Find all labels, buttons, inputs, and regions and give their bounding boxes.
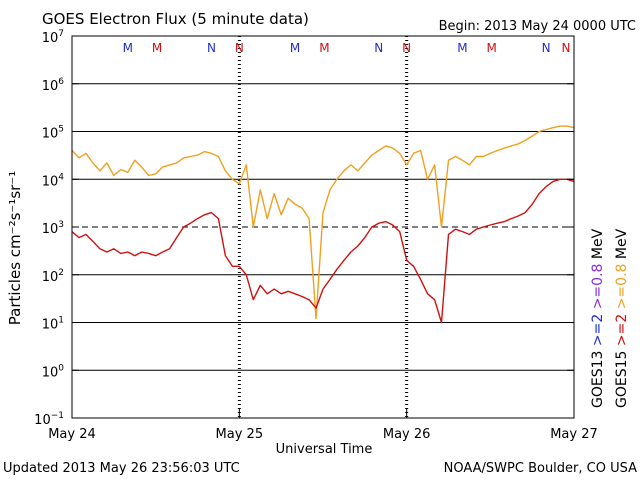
y-tick-label: 100 bbox=[42, 363, 65, 380]
credit-label: NOAA/SWPC Boulder, CO USA bbox=[444, 461, 637, 476]
y-tick-label: 103 bbox=[42, 220, 64, 237]
marker-n: N bbox=[562, 41, 571, 55]
y-tick-label: 104 bbox=[42, 172, 65, 189]
chart-title: GOES Electron Flux (5 minute data) bbox=[42, 10, 309, 28]
marker-m: M bbox=[457, 41, 467, 55]
grid bbox=[72, 83, 574, 371]
series-layer bbox=[71, 125, 575, 324]
legend: GOES13 >=2 >=0.8 MeV GOES15 >=2 >=0.8 MeV bbox=[590, 228, 630, 408]
x-tick-label: May 24 bbox=[48, 427, 96, 442]
y-tick-label: 107 bbox=[42, 29, 64, 46]
marker-m: M bbox=[487, 41, 497, 55]
marker-m: M bbox=[290, 41, 300, 55]
series-line-ge2mev bbox=[71, 178, 575, 324]
updated-timestamp: Updated 2013 May 26 23:56:03 UTC bbox=[3, 461, 240, 476]
series-line-ge08mev bbox=[71, 125, 575, 320]
legend-goes13: GOES13 >=2 >=0.8 MeV bbox=[590, 228, 606, 408]
x-tick-label: May 26 bbox=[383, 427, 431, 442]
y-tick-label: 106 bbox=[42, 77, 65, 94]
legend-goes15: GOES15 >=2 >=0.8 MeV bbox=[614, 228, 630, 408]
marker-m: M bbox=[123, 41, 133, 55]
marker-n: N bbox=[402, 41, 411, 55]
marker-m: M bbox=[152, 41, 162, 55]
marker-n: N bbox=[374, 41, 383, 55]
y-axis-ticks: 107 106 105 104 103 102 101 100 10−1 bbox=[34, 29, 574, 428]
begin-label: Begin: 2013 May 24 0000 UTC bbox=[439, 19, 636, 34]
marker-m: M bbox=[319, 41, 329, 55]
x-tick-label: May 27 bbox=[550, 427, 598, 442]
marker-n: N bbox=[542, 41, 551, 55]
y-tick-label: 102 bbox=[42, 268, 64, 285]
x-axis-label: Universal Time bbox=[276, 442, 373, 457]
y-axis-label: Particles cm⁻²s⁻¹sr⁻¹ bbox=[6, 171, 24, 325]
y-tick-label: 105 bbox=[42, 125, 64, 142]
marker-n: N bbox=[207, 41, 216, 55]
x-axis-ticks: May 24 May 25 May 26 May 27 bbox=[48, 408, 598, 442]
y-tick-label: 10−1 bbox=[34, 411, 64, 428]
x-tick-label: May 25 bbox=[216, 427, 264, 442]
y-tick-label: 101 bbox=[42, 316, 64, 333]
marker-n: N bbox=[235, 41, 244, 55]
